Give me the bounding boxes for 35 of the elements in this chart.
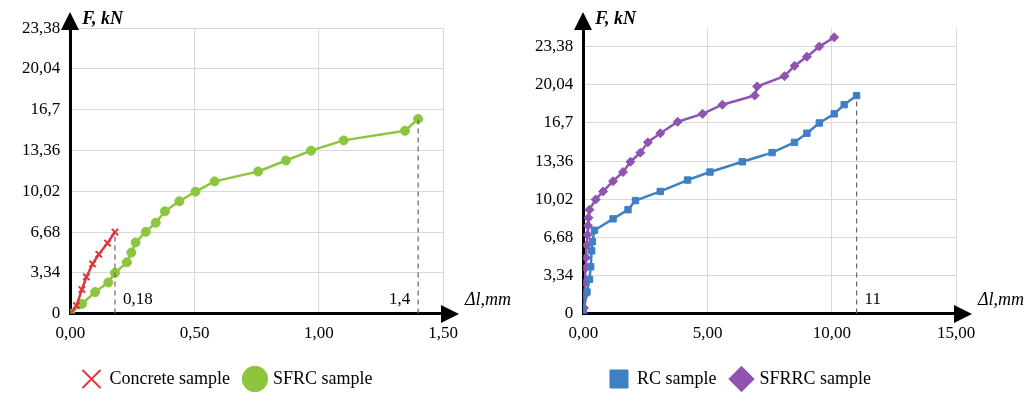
legend-label: SFRRC sample — [759, 367, 872, 388]
legend-label: SFRC sample — [272, 367, 373, 388]
y-tick-label: 23,38 — [535, 36, 574, 56]
ref-line-label: 0,18 — [122, 288, 153, 308]
x-axis-title: Δl,mm — [463, 289, 511, 310]
y-tick-label: 16,7 — [30, 99, 61, 119]
y-tick-label: 20,04 — [22, 58, 61, 78]
x-tick-label: 0,00 — [568, 323, 599, 343]
legend-label: Concrete sample — [109, 367, 230, 388]
x-tick-label: 0,50 — [179, 323, 210, 343]
y-tick-label: 13,36 — [22, 139, 61, 159]
y-tick-label: 10,02 — [535, 188, 574, 208]
y-tick-label: 0 — [51, 303, 61, 323]
y-tick-label: 6,68 — [30, 221, 61, 241]
legend-label: RC sample — [636, 367, 717, 388]
y-tick-label: 23,38 — [22, 17, 61, 37]
y-tick-label: 6,68 — [543, 226, 574, 246]
y-axis-title: F, kN — [594, 7, 637, 28]
y-tick-label: 3,34 — [30, 262, 61, 282]
x-tick-label: 5,00 — [692, 323, 723, 343]
x-axis-title: Δl,mm — [976, 289, 1024, 310]
x-tick-label: 15,00 — [936, 323, 976, 343]
x-tick-label: 10,00 — [812, 323, 851, 343]
y-tick-label: 20,04 — [535, 74, 574, 94]
x-tick-label: 1,00 — [303, 323, 334, 343]
ref-line-label: 11 — [864, 288, 881, 308]
y-tick-label: 10,02 — [22, 180, 61, 200]
y-tick-label: 16,7 — [543, 112, 574, 132]
x-tick-label: 0,00 — [55, 323, 86, 343]
y-tick-label: 13,36 — [535, 150, 574, 170]
y-axis-title: F, kN — [81, 7, 124, 28]
y-tick-label: 0 — [564, 303, 574, 323]
y-tick-label: 3,34 — [543, 264, 574, 284]
ref-line-label: 1,4 — [388, 288, 411, 308]
x-tick-label: 1,50 — [428, 323, 458, 343]
